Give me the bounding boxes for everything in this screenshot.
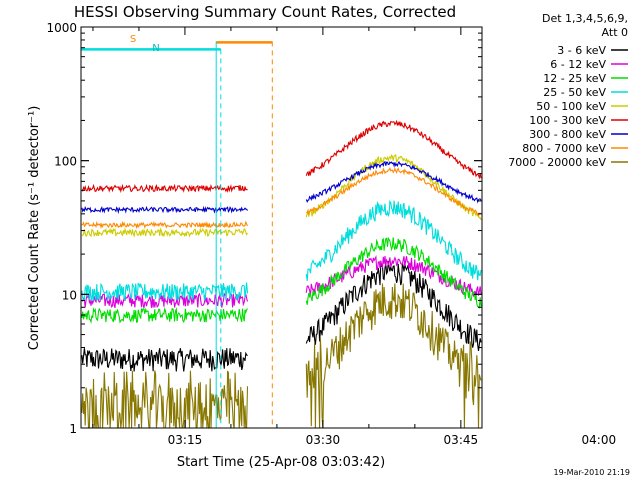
series-line (81, 282, 249, 302)
series-line (305, 199, 482, 281)
series-line (305, 119, 482, 180)
legend-header-line-2: Att 0 (602, 26, 628, 39)
series-100-300-kev (81, 119, 482, 194)
series-line (81, 183, 248, 194)
y-tick-label: 100 (54, 155, 77, 169)
legend-label: 7000 - 20000 keV (508, 156, 606, 169)
series-300-800-kev (81, 160, 482, 215)
x-tick-label: 03:45 (444, 433, 479, 447)
night-label: N (152, 43, 159, 54)
series-line (306, 167, 482, 218)
series-6-12-kev (81, 254, 482, 309)
series-12-25-kev (81, 236, 482, 324)
series-line (305, 153, 482, 221)
series-line (81, 306, 248, 324)
y-axis-label: Corrected Count Rate (s⁻¹ detector⁻¹) (27, 106, 42, 351)
annotations (81, 41, 273, 428)
x-tick-label: 03:15 (168, 433, 203, 447)
legend-header-line-1: Det 1,3,4,5,6,9, (542, 12, 628, 25)
chart-title: HESSI Observing Summary Count Rates, Cor… (74, 3, 456, 21)
plot-frame (80, 26, 483, 429)
series-line (81, 370, 249, 429)
legend-label: 50 - 100 keV (536, 100, 606, 113)
series-3-6-kev (81, 260, 482, 372)
y-tick-label: 1 (69, 422, 77, 436)
legend-label: 12 - 25 keV (543, 72, 606, 85)
footer-timestamp: 19-Mar-2010 21:19 (554, 468, 631, 477)
legend-label: 100 - 300 keV (529, 114, 606, 127)
series-line (81, 205, 248, 215)
series-line (81, 348, 248, 372)
series-line (305, 283, 482, 429)
y-tick-label: 10 (62, 288, 77, 302)
series-line (81, 220, 248, 230)
series-800-7000-kev (81, 167, 482, 230)
legend-label: 300 - 800 keV (529, 128, 606, 141)
y-axis-ticks: 1 10 100 1000 (46, 21, 482, 436)
legend-label: 800 - 7000 keV (522, 142, 606, 155)
series-50-100-kev (81, 153, 482, 238)
series-25-50-kev (81, 199, 482, 302)
x-axis-label: Start Time (25-Apr-08 03:03:42) (177, 455, 385, 470)
x-tick-label: 03:30 (306, 433, 341, 447)
legend-label: 6 - 12 keV (550, 58, 606, 71)
series-line (305, 236, 482, 309)
series-line (81, 227, 248, 238)
plot-area (81, 41, 482, 429)
saa-label: S (130, 34, 136, 45)
legend-label: 3 - 6 keV (557, 44, 606, 57)
x-tick-label: 04:00 (582, 433, 617, 447)
y-tick-label: 1000 (46, 21, 77, 35)
series-line (305, 160, 482, 204)
legend-label: 25 - 50 keV (543, 86, 606, 99)
series-line (305, 260, 482, 351)
